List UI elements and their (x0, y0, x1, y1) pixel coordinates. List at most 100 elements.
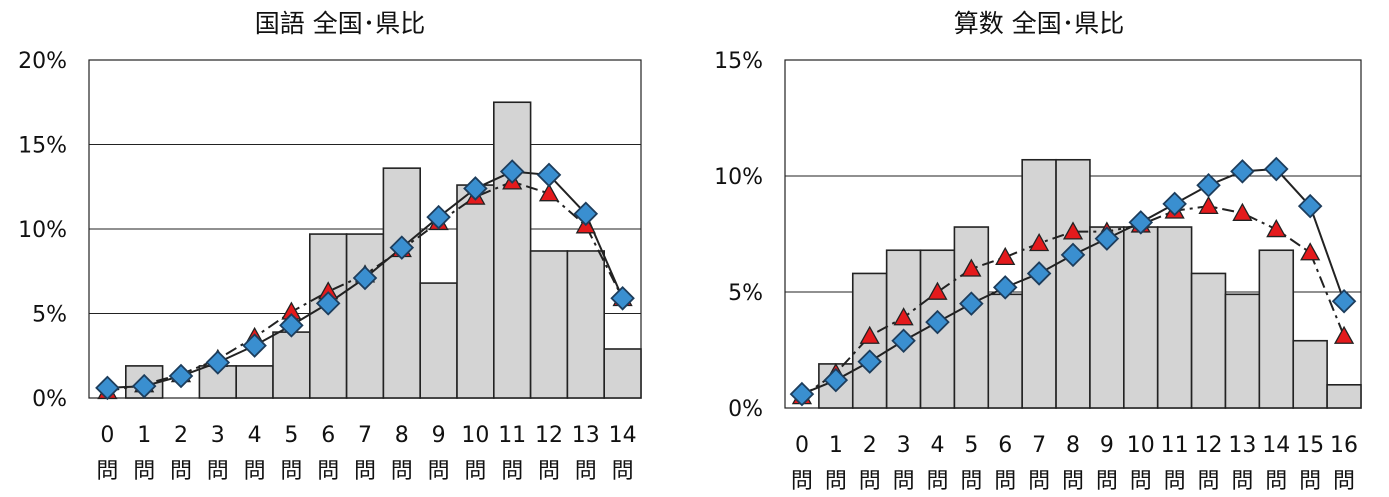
chart-kokugo: 国語 全国･県比 0% 5% 10% 15% 20% 0 問 1 問 2 問 3 問 4 問 5 問 6 問 7 問 8 問 9… (0, 0, 694, 497)
x-category-unit: 問 (207, 459, 229, 484)
triangle-point (1300, 242, 1321, 261)
diamond-point (925, 309, 950, 335)
y-tick-label: 15% (18, 134, 67, 159)
bar (1258, 249, 1295, 409)
chart-title: 算数 全国･県比 (954, 9, 1124, 38)
x-category-unit: 問 (1265, 469, 1287, 494)
x-category-label: 4 (248, 423, 262, 448)
x-category-label: 1 (829, 433, 843, 458)
x-category-unit: 問 (133, 459, 155, 484)
diamond-point (1331, 289, 1357, 314)
x-category-label: 12 (535, 423, 563, 448)
diamond-point (789, 381, 815, 407)
y-tick-label: 5% (728, 281, 763, 306)
x-category-label: 3 (897, 433, 911, 458)
x-category-label: 14 (1262, 433, 1290, 458)
x-category-unit: 問 (859, 469, 881, 494)
x-category-unit: 問 (1333, 469, 1355, 494)
bar (235, 365, 274, 399)
x-category-label: 14 (609, 423, 637, 448)
diamond-point (95, 375, 120, 401)
x-category-label: 10 (461, 423, 489, 448)
diamond-point (573, 201, 599, 227)
diamond-point (536, 162, 562, 188)
x-category-unit: 問 (994, 469, 1016, 494)
bar (308, 233, 348, 399)
diamond-point (315, 291, 341, 316)
diamond-point (463, 176, 488, 201)
x-category-label: 6 (998, 433, 1012, 458)
bar (1292, 339, 1328, 409)
x-category-label: 1 (137, 423, 151, 448)
triangle-point (995, 246, 1016, 266)
x-category-unit: 問 (1198, 469, 1220, 494)
y-tick-label: 15% (714, 49, 763, 74)
y-tick-label: 10% (18, 218, 67, 243)
bar (1055, 158, 1091, 409)
bar (456, 184, 495, 399)
x-category-label: 6 (321, 423, 335, 448)
x-category-label: 13 (1228, 433, 1256, 458)
x-category-label: 2 (174, 423, 188, 448)
x-category-unit: 問 (893, 469, 915, 494)
diamond-point (992, 275, 1018, 300)
x-category-label: 5 (284, 423, 298, 448)
x-category-unit: 問 (391, 459, 413, 484)
x-category-unit: 問 (612, 459, 634, 484)
bar (1190, 272, 1227, 409)
x-category-unit: 問 (1028, 469, 1050, 494)
x-category-unit: 問 (1299, 469, 1321, 494)
bar (272, 331, 311, 399)
bar (1123, 226, 1159, 409)
chart-kokugo-svg: 国語 全国･県比0%5%10%15%20%0問1問2問3問4問5問6問7問8問9… (18, 9, 642, 484)
triangle-point (859, 325, 880, 344)
triangle-point (961, 258, 982, 277)
triangle-point (1062, 221, 1084, 240)
bar (345, 233, 385, 399)
triangle-point (1232, 202, 1253, 221)
x-category-unit: 問 (825, 469, 847, 494)
triangle-point (538, 183, 560, 202)
x-category-unit: 問 (575, 459, 597, 484)
bar (1326, 383, 1362, 409)
chart-title: 国語 全国･県比 (255, 9, 425, 38)
x-category-unit: 問 (926, 469, 948, 494)
x-category-unit: 問 (1130, 469, 1152, 494)
diamond-point (1162, 191, 1187, 217)
diamond-point (242, 333, 267, 358)
x-category-unit: 問 (960, 469, 982, 494)
x-category-label: 10 (1127, 433, 1155, 458)
bar (1156, 226, 1193, 409)
diamond-point (426, 204, 451, 230)
x-category-label: 0 (100, 423, 114, 448)
diamond-point (1196, 173, 1221, 198)
bar (382, 167, 421, 399)
x-category-label: 8 (1066, 433, 1080, 458)
bar (1224, 293, 1261, 409)
bar (851, 272, 888, 409)
x-category-unit: 問 (244, 459, 266, 484)
x-category-unit: 問 (280, 459, 302, 484)
diamond-point (168, 363, 194, 389)
x-category-unit: 問 (428, 459, 450, 484)
x-category-label: 9 (1100, 433, 1114, 458)
x-category-unit: 問 (1231, 469, 1253, 494)
x-category-unit: 問 (501, 459, 523, 484)
y-tick-label: 20% (18, 49, 67, 74)
x-category-label: 9 (432, 423, 446, 448)
x-category-unit: 問 (464, 459, 486, 484)
x-category-unit: 問 (1062, 469, 1084, 494)
diamond-point (610, 286, 635, 311)
x-category-label: 16 (1330, 433, 1358, 458)
x-category-label: 5 (964, 433, 978, 458)
diamond-point (857, 349, 882, 374)
diamond-point (1128, 210, 1154, 235)
x-category-label: 15 (1296, 433, 1324, 458)
chart-sansu-svg: 算数 全国･県比0%5%10%15%0問1問2問3問4問5問6問7問8問9問10… (714, 9, 1362, 494)
diamond-point (352, 265, 378, 291)
bar (492, 101, 532, 399)
diamond-point (389, 235, 415, 260)
triangle-point (893, 307, 914, 326)
x-category-unit: 問 (791, 469, 813, 494)
x-category-unit: 問 (317, 459, 339, 484)
